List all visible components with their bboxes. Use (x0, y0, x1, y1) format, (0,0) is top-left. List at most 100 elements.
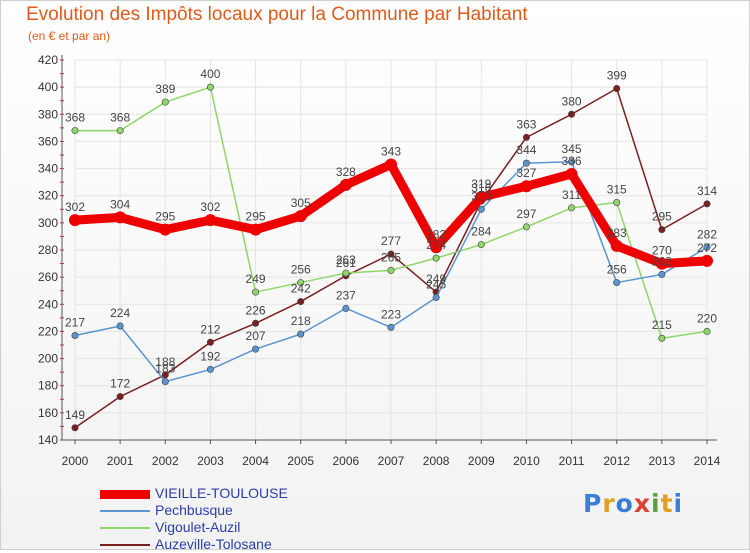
data-label: 149 (65, 408, 85, 422)
series-point-1 (658, 270, 666, 278)
data-label: 345 (562, 142, 582, 156)
series-point-1 (297, 330, 305, 338)
series-point-0 (339, 178, 352, 191)
data-label: 274 (426, 238, 446, 252)
series-point-3 (116, 393, 124, 401)
y-tick-label: 360 (38, 134, 58, 148)
y-tick-label: 320 (38, 189, 58, 203)
series-point-3 (161, 371, 169, 379)
y-tick-label: 420 (38, 53, 58, 67)
series-point-0 (159, 223, 172, 236)
data-label: 218 (291, 314, 311, 328)
x-tick-label: 2013 (649, 454, 676, 468)
series-point-0 (204, 214, 217, 227)
y-tick-label: 220 (38, 324, 58, 338)
series-point-2 (297, 279, 305, 287)
series-point-3 (71, 424, 79, 432)
series-point-2 (342, 269, 350, 277)
data-label: 328 (336, 165, 356, 179)
legend-label: Pechbusque (155, 502, 233, 518)
data-label: 249 (246, 272, 266, 286)
data-label: 223 (381, 307, 401, 321)
data-label: 380 (562, 94, 582, 108)
data-label: 192 (200, 349, 220, 363)
data-label: 249 (426, 272, 446, 286)
series-point-0 (475, 191, 488, 204)
series-point-3 (568, 110, 576, 118)
series-point-2 (206, 83, 214, 91)
series-point-3 (206, 338, 214, 346)
data-label: 183 (155, 362, 175, 376)
data-label: 305 (291, 196, 311, 210)
series-point-2 (568, 204, 576, 212)
data-label: 368 (110, 111, 130, 125)
chart-subtitle: (en € et par an) (28, 29, 111, 43)
x-tick-label: 2003 (197, 454, 224, 468)
data-label: 295 (246, 210, 266, 224)
series-point-3 (522, 133, 530, 141)
series-point-1 (432, 293, 440, 301)
data-label: 389 (155, 82, 175, 96)
series-point-0 (249, 223, 262, 236)
legend-swatch (100, 544, 150, 546)
x-tick-label: 2007 (378, 454, 405, 468)
x-tick-label: 2002 (152, 454, 179, 468)
data-label: 277 (381, 234, 401, 248)
data-label: 297 (516, 207, 536, 221)
series-point-3 (658, 226, 666, 234)
data-label: 284 (471, 225, 491, 239)
legend-label: VIEILLE-TOULOUSE (155, 485, 288, 501)
y-tick-label: 180 (38, 379, 58, 393)
data-label: 207 (246, 329, 266, 343)
data-label: 272 (697, 241, 717, 255)
series-point-1 (568, 158, 576, 166)
series-point-2 (116, 127, 124, 135)
data-label: 283 (607, 226, 627, 240)
data-label: 224 (110, 306, 130, 320)
data-label: 316 (471, 181, 491, 195)
chart-title: Evolution des Impôts locaux pour la Comm… (26, 4, 528, 25)
y-tick-label: 240 (38, 297, 58, 311)
data-label: 314 (697, 184, 717, 198)
series-point-3 (252, 319, 260, 327)
series-point-1 (71, 331, 79, 339)
series-point-0 (610, 239, 623, 252)
series-point-3 (387, 250, 395, 258)
data-label: 302 (65, 200, 85, 214)
series-point-1 (477, 205, 485, 213)
y-tick-label: 400 (38, 80, 58, 94)
data-label: 215 (652, 318, 672, 332)
data-label: 304 (110, 197, 130, 211)
series-point-2 (252, 288, 260, 296)
data-label: 263 (336, 253, 356, 267)
series-point-2 (522, 223, 530, 231)
series-point-0 (655, 257, 668, 270)
series-group (69, 83, 713, 432)
series-point-2 (703, 327, 711, 335)
series-point-3 (613, 85, 621, 93)
series-point-0 (430, 241, 443, 254)
data-label: 256 (291, 263, 311, 277)
x-tick-label: 2009 (468, 454, 495, 468)
x-tick-label: 2004 (242, 454, 269, 468)
x-tick-label: 2001 (107, 454, 134, 468)
y-tick-label: 340 (38, 162, 58, 176)
series-point-1 (387, 323, 395, 331)
series-point-0 (565, 168, 578, 180)
data-label: 344 (516, 143, 536, 157)
data-label: 295 (652, 210, 672, 224)
data-label: 400 (200, 67, 220, 81)
legend-swatch (100, 490, 150, 499)
legend-label: Auzeville-Tolosane (155, 536, 272, 552)
data-label: 327 (516, 166, 536, 180)
data-label: 315 (607, 183, 627, 197)
data-label: 265 (381, 250, 401, 264)
legend-swatch (100, 527, 150, 529)
data-labels: 149 172 188 212 226 242 261 277 249 316 363 380 399 2… (65, 67, 717, 422)
data-label: 172 (110, 377, 130, 391)
y-tick-label: 380 (38, 107, 58, 121)
data-label: 282 (426, 227, 446, 241)
data-label: 188 (155, 355, 175, 369)
series-point-2 (613, 199, 621, 207)
x-tick-label: 2011 (559, 454, 585, 468)
